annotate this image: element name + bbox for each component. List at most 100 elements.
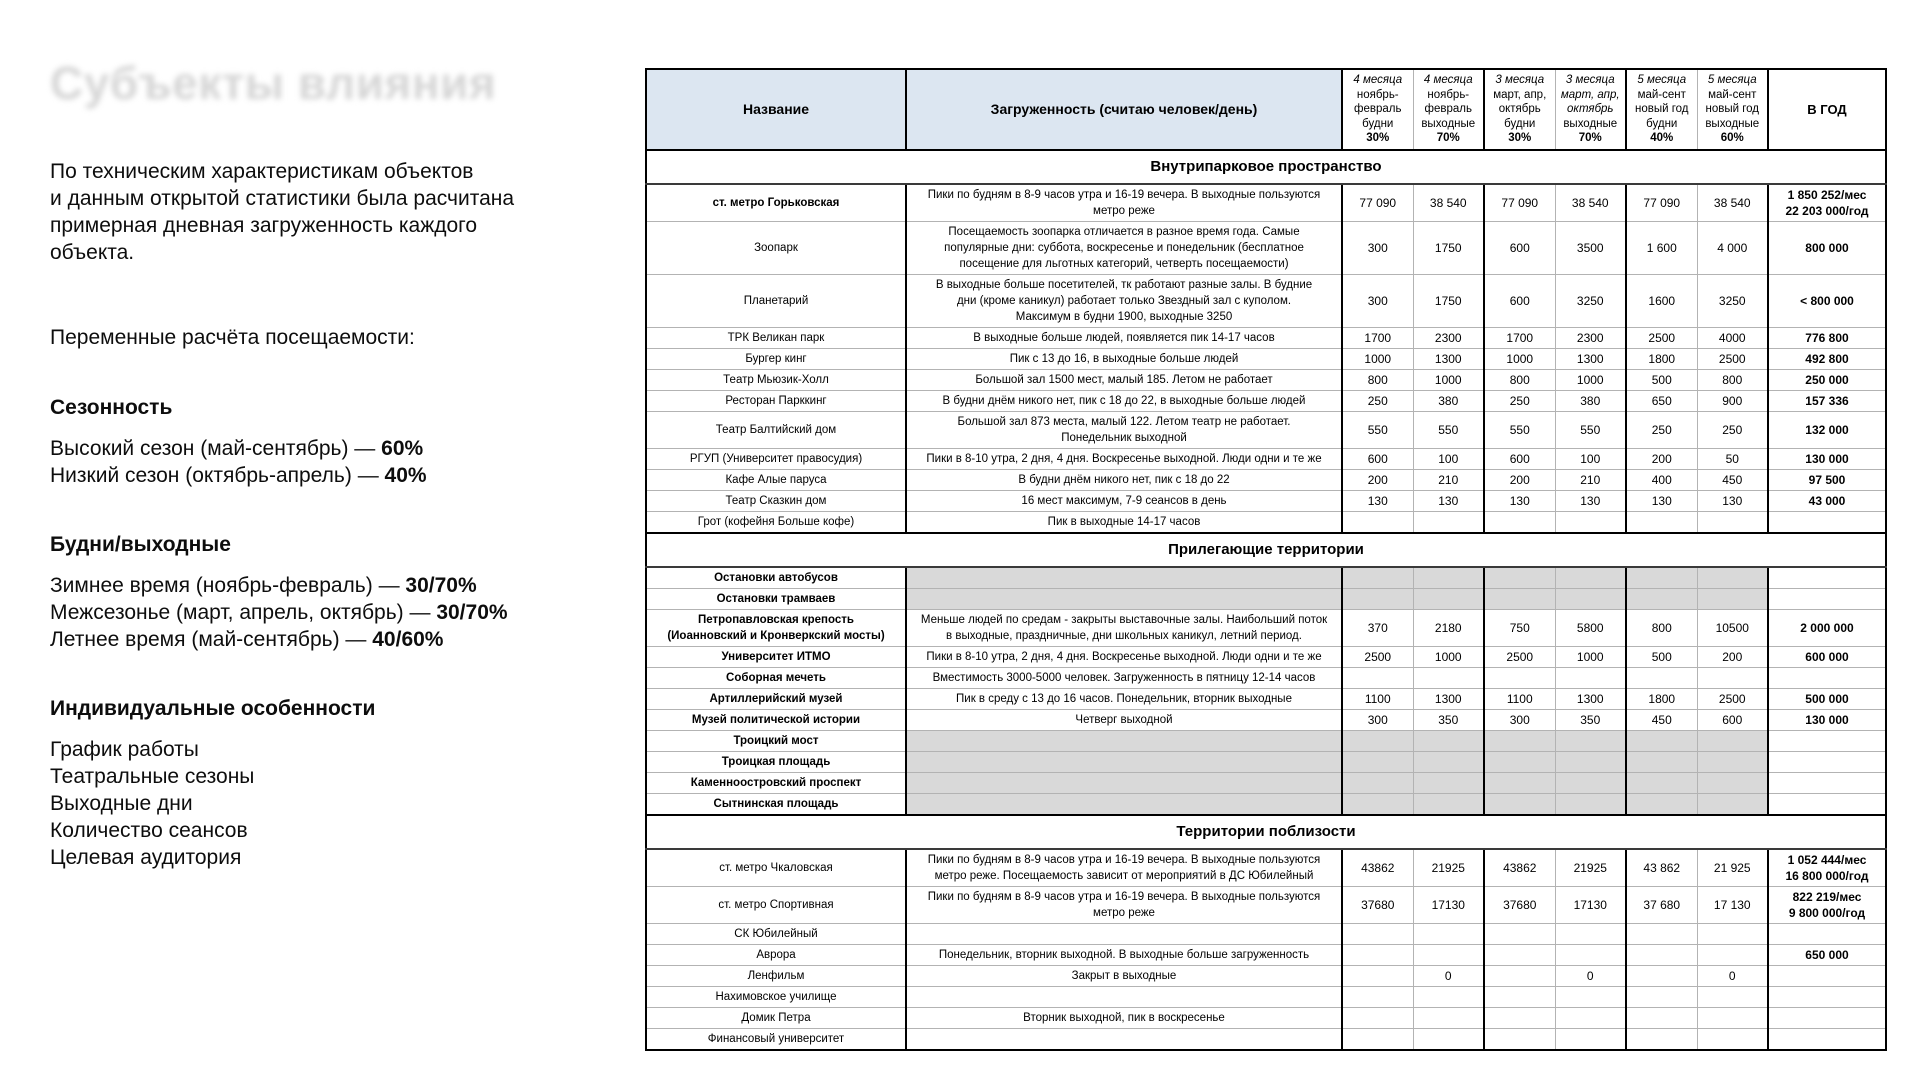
object-name-cell: Домик Петра xyxy=(645,1006,907,1029)
period-value-cell: 1000 xyxy=(1483,347,1556,370)
section-title: Прилегающие территории xyxy=(645,531,1887,568)
period-value-cell xyxy=(1412,566,1485,589)
column-header-year: В ГОД xyxy=(1767,68,1887,151)
period-value-cell xyxy=(1341,922,1414,945)
period-value-cell xyxy=(1696,792,1769,815)
period-value-cell: 550 xyxy=(1483,410,1556,449)
table-row: ст. метро Горьковская Пики по будням в 8-… xyxy=(645,183,1887,222)
period-value-cell: 1300 xyxy=(1412,347,1485,370)
period-value-cell: 450 xyxy=(1696,468,1769,491)
period-value-cell xyxy=(1696,922,1769,945)
object-name-cell: ТРК Великан парк xyxy=(645,326,907,349)
table-row: Зоопарк Посещаемость зоопарка отличается … xyxy=(645,220,1887,275)
period-value-cell: 800 xyxy=(1483,368,1556,391)
period-value-cell: 1300 xyxy=(1554,687,1627,710)
table-row: Финансовый университет xyxy=(645,1027,1887,1050)
period-value-cell: 130 xyxy=(1625,489,1698,512)
column-header-period: 4 месяца ноябрь-февраль выходные 70% xyxy=(1412,68,1485,151)
period-value-cell: 500 xyxy=(1625,645,1698,668)
load-description-cell: Пик в среду с 13 до 16 часов. Понедельни… xyxy=(905,687,1343,710)
period-value-cell xyxy=(1696,729,1769,752)
year-total-cell: 250 000 xyxy=(1767,368,1887,391)
period-value-cell xyxy=(1483,587,1556,610)
period-value-cell: 37680 xyxy=(1483,885,1556,924)
variable-item-value: 30/70% xyxy=(405,574,477,597)
period-value-cell xyxy=(1412,1006,1485,1029)
period-value-cell xyxy=(1412,510,1485,533)
object-name-cell: Кафе Алые паруса xyxy=(645,468,907,491)
variable-item-text: Количество сеансов xyxy=(50,819,248,842)
intro-paragraph: По техническим характеристикам объектов … xyxy=(50,160,515,264)
period-value-cell: 250 xyxy=(1341,389,1414,412)
period-value-cell xyxy=(1696,985,1769,1008)
variable-item: Межсезонье (март, апрель, октябрь) — 30/… xyxy=(50,599,530,626)
load-description-cell xyxy=(905,566,1343,589)
period-value-cell: 1000 xyxy=(1554,368,1627,391)
load-description-cell xyxy=(905,792,1343,815)
period-value-cell xyxy=(1483,750,1556,773)
period-value-cell xyxy=(1554,566,1627,589)
period-value-cell: 77 090 xyxy=(1625,183,1698,222)
load-description-cell: Большой зал 873 места, малый 122. Летом … xyxy=(905,410,1343,449)
period-value-cell: 130 xyxy=(1483,489,1556,512)
year-total-cell xyxy=(1767,566,1887,589)
period-value-cell: 1800 xyxy=(1625,687,1698,710)
object-name-cell: Планетарий xyxy=(645,273,907,328)
load-description-cell: Вторник выходной, пик в воскресенье xyxy=(905,1006,1343,1029)
period-value-cell: 1 600 xyxy=(1625,220,1698,275)
period-value-cell xyxy=(1412,666,1485,689)
period-value-cell xyxy=(1412,729,1485,752)
group-heading: Сезонность xyxy=(50,396,173,419)
object-name-cell: Соборная мечеть xyxy=(645,666,907,689)
period-value-cell xyxy=(1483,792,1556,815)
period-value-cell: 300 xyxy=(1483,708,1556,731)
period-value-cell xyxy=(1483,566,1556,589)
period-value-cell xyxy=(1341,510,1414,533)
period-value-cell: 2500 xyxy=(1696,687,1769,710)
object-name-cell: Театр Мьюзик-Холл xyxy=(645,368,907,391)
load-description-cell xyxy=(905,985,1343,1008)
period-value-cell xyxy=(1625,922,1698,945)
period-value-cell xyxy=(1625,1027,1698,1050)
year-total-cell: 97 500 xyxy=(1767,468,1887,491)
period-value-cell xyxy=(1483,1006,1556,1029)
period-value-cell: 450 xyxy=(1625,708,1698,731)
period-value-cell: 1000 xyxy=(1341,347,1414,370)
period-value-cell: 1700 xyxy=(1483,326,1556,349)
period-value-cell xyxy=(1696,666,1769,689)
period-value-cell xyxy=(1341,729,1414,752)
period-value-cell: 300 xyxy=(1341,220,1414,275)
period-value-cell xyxy=(1625,792,1698,815)
period-value-cell: 550 xyxy=(1412,410,1485,449)
period-value-cell: 38 540 xyxy=(1554,183,1627,222)
period-value-cell: 37 680 xyxy=(1625,885,1698,924)
period-value-cell: 77 090 xyxy=(1341,183,1414,222)
object-name-cell: Сытнинская площадь xyxy=(645,792,907,815)
year-total-cell: 130 000 xyxy=(1767,447,1887,470)
period-value-cell: 3250 xyxy=(1554,273,1627,328)
period-value-cell xyxy=(1554,666,1627,689)
period-value-cell: 5800 xyxy=(1554,608,1627,647)
period-value-cell: 600 xyxy=(1483,220,1556,275)
period-value-cell xyxy=(1341,566,1414,589)
table-row: Нахимовское училище xyxy=(645,985,1887,1008)
load-description-cell xyxy=(905,587,1343,610)
period-value-cell: 250 xyxy=(1696,410,1769,449)
period-value-cell: 550 xyxy=(1554,410,1627,449)
period-value-cell xyxy=(1483,666,1556,689)
period-value-cell: 1000 xyxy=(1412,645,1485,668)
object-name-cell: Грот (кофейня Больше кофе) xyxy=(645,510,907,533)
period-value-cell: 2300 xyxy=(1412,326,1485,349)
year-total-cell xyxy=(1767,1027,1887,1050)
period-value-cell: 130 xyxy=(1554,489,1627,512)
load-description-cell xyxy=(905,771,1343,794)
object-name-cell: Зоопарк xyxy=(645,220,907,275)
load-description-cell xyxy=(905,1027,1343,1050)
period-value-cell: 250 xyxy=(1483,389,1556,412)
variables-group: Индивидуальные особенности График работы Т… xyxy=(50,695,530,871)
variable-item: Высокий сезон (май-сентябрь) — 60% xyxy=(50,435,530,462)
load-description-cell: В будни днём никого нет, пик с 18 до 22 xyxy=(905,468,1343,491)
period-value-cell xyxy=(1625,985,1698,1008)
period-value-cell: 0 xyxy=(1554,964,1627,987)
variable-item-text: Выходные дни xyxy=(50,792,193,815)
